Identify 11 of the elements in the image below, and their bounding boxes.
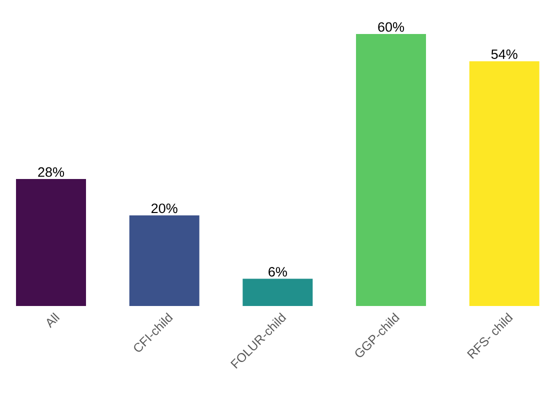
bar [129, 215, 200, 306]
data-label: 28% [38, 167, 64, 177]
bar [356, 34, 426, 306]
x-tick-label: All [46, 312, 60, 328]
bar [16, 179, 86, 306]
data-label: 6% [268, 267, 287, 277]
data-label: 20% [152, 204, 178, 214]
bar [242, 278, 313, 306]
data-label: 60% [378, 22, 404, 32]
bar [469, 61, 540, 306]
data-label: 54% [491, 49, 518, 59]
